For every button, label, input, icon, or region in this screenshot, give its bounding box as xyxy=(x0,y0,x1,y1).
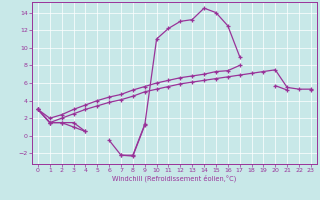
X-axis label: Windchill (Refroidissement éolien,°C): Windchill (Refroidissement éolien,°C) xyxy=(112,175,236,182)
